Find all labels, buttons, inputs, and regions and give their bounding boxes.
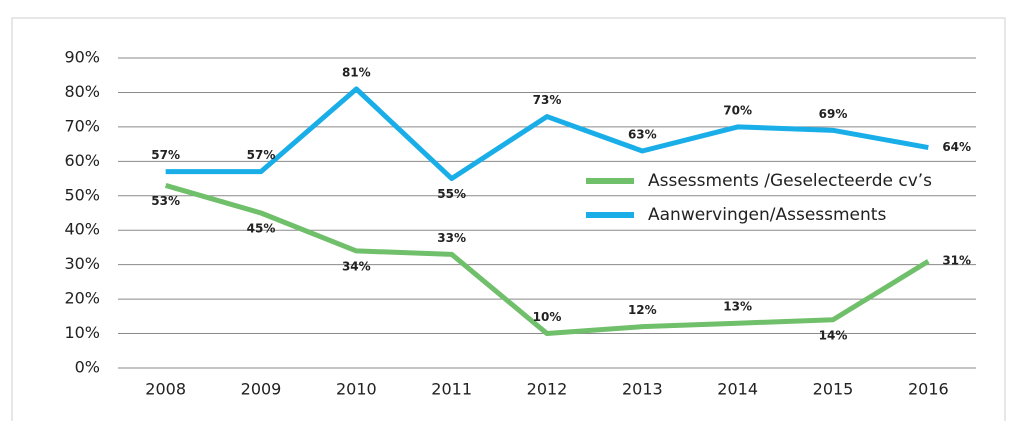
- x-tick-label: 2013: [622, 380, 663, 399]
- data-label: 57%: [247, 148, 276, 162]
- data-label: 45%: [247, 222, 276, 236]
- y-tick-label: 30%: [64, 254, 100, 273]
- x-tick-label: 2010: [336, 380, 377, 399]
- data-label: 53%: [151, 194, 180, 208]
- data-label: 57%: [151, 148, 180, 162]
- data-label: 10%: [533, 310, 562, 324]
- data-label: 55%: [437, 187, 466, 201]
- chart-frame: [11, 17, 1006, 421]
- x-tick-label: 2008: [145, 380, 186, 399]
- series-line: [164, 183, 930, 337]
- y-tick-label: 20%: [64, 289, 100, 308]
- data-label: 12%: [628, 303, 657, 317]
- data-label: 63%: [628, 128, 657, 142]
- y-tick-label: 40%: [64, 220, 100, 239]
- x-tick-label: 2011: [431, 380, 472, 399]
- x-tick-label: 2014: [717, 380, 758, 399]
- x-tick-label: 2012: [527, 380, 568, 399]
- data-label: 34%: [342, 259, 371, 273]
- data-label: 64%: [942, 140, 971, 154]
- y-tick-label: 90%: [64, 48, 100, 67]
- data-label: 31%: [942, 254, 971, 268]
- series-line: [165, 86, 929, 182]
- y-tick-label: 0%: [75, 358, 100, 377]
- data-label: 33%: [437, 231, 466, 245]
- legend-label: Aanwervingen/Assessments: [648, 205, 886, 225]
- y-tick-label: 80%: [64, 82, 100, 101]
- data-label: 81%: [342, 66, 371, 80]
- x-tick-label: 2009: [241, 380, 282, 399]
- y-tick-label: 10%: [64, 323, 100, 342]
- data-label: 14%: [819, 328, 848, 342]
- y-tick-label: 60%: [64, 151, 100, 170]
- y-tick-label: 50%: [64, 185, 100, 204]
- data-label: 73%: [533, 93, 562, 107]
- data-label: 69%: [819, 107, 848, 121]
- data-label: 13%: [723, 300, 752, 314]
- y-tick-label: 70%: [64, 116, 100, 135]
- legend-label: Assessments /Geselecteerde cv’s: [648, 171, 932, 191]
- x-tick-label: 2015: [813, 380, 854, 399]
- x-tick-label: 2016: [908, 380, 949, 399]
- data-label: 70%: [723, 103, 752, 117]
